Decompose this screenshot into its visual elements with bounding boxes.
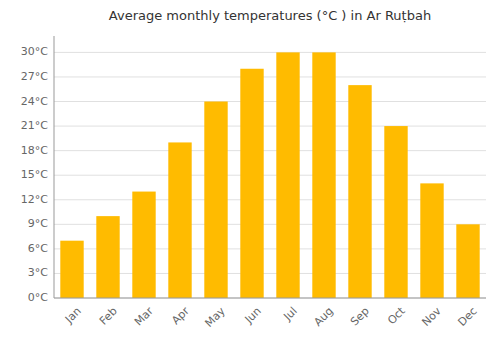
grid-line <box>54 76 486 77</box>
bars <box>60 52 479 298</box>
x-tick-label: Jun <box>242 305 264 327</box>
grid-line <box>54 126 486 127</box>
grid-line <box>54 101 486 102</box>
grid-line <box>54 150 486 151</box>
x-tick-label: Sep <box>348 305 372 329</box>
title: Average monthly temperatures (°C ) in Ar… <box>109 8 431 23</box>
y-tick-label: 0°C <box>28 291 48 304</box>
bar <box>312 52 335 298</box>
bar <box>276 52 299 298</box>
x-tick-label: May <box>202 304 228 330</box>
chart-svg: Average monthly temperatures (°C ) in Ar… <box>0 0 500 350</box>
x-tick-label: Nov <box>419 304 444 329</box>
bar <box>132 192 155 298</box>
x-tick-label: Apr <box>169 304 192 327</box>
x-tick-label: Mar <box>132 304 156 328</box>
chart-container: Average monthly temperatures (°C ) in Ar… <box>0 0 500 350</box>
bar <box>420 183 443 298</box>
y-axis-line <box>54 36 55 298</box>
bar <box>168 142 191 298</box>
x-tick-label: Jul <box>280 305 299 324</box>
x-tick-label: Jan <box>62 305 84 327</box>
bar <box>240 69 263 298</box>
y-tick-label: 3°C <box>28 266 48 279</box>
y-tick-label: 30°C <box>21 45 48 58</box>
x-axis-line <box>54 298 486 299</box>
x-tick-labels: Jan Feb Mar Apr May Jun Jul Aug Sep Oct Nov Dec <box>62 304 480 330</box>
y-tick-label: 9°C <box>28 217 48 230</box>
x-tick-label: Aug <box>311 305 335 329</box>
x-tick-label: Feb <box>97 305 120 328</box>
y-tick-label: 6°C <box>28 242 48 255</box>
y-tick-label: 18°C <box>21 144 48 157</box>
bar <box>456 224 479 298</box>
bar <box>204 102 227 299</box>
y-tick-label: 27°C <box>21 70 48 83</box>
bar <box>60 241 83 298</box>
bar <box>348 85 371 298</box>
y-tick-label: 12°C <box>21 193 48 206</box>
y-tick-label: 15°C <box>21 168 48 181</box>
bar <box>384 126 407 298</box>
grid-line <box>54 175 486 176</box>
bar <box>96 216 119 298</box>
y-tick-labels: 0°C 3°C 6°C 9°C 12°C 15°C 18°C 21°C 24°C 27°C 30°C <box>21 45 48 304</box>
x-tick-label: Oct <box>385 304 408 327</box>
y-tick-label: 21°C <box>21 119 48 132</box>
grid-line <box>54 52 486 53</box>
grid <box>54 52 486 298</box>
x-tick-label: Dec <box>456 305 480 329</box>
y-tick-label: 24°C <box>21 95 48 108</box>
grid-line <box>54 298 486 299</box>
